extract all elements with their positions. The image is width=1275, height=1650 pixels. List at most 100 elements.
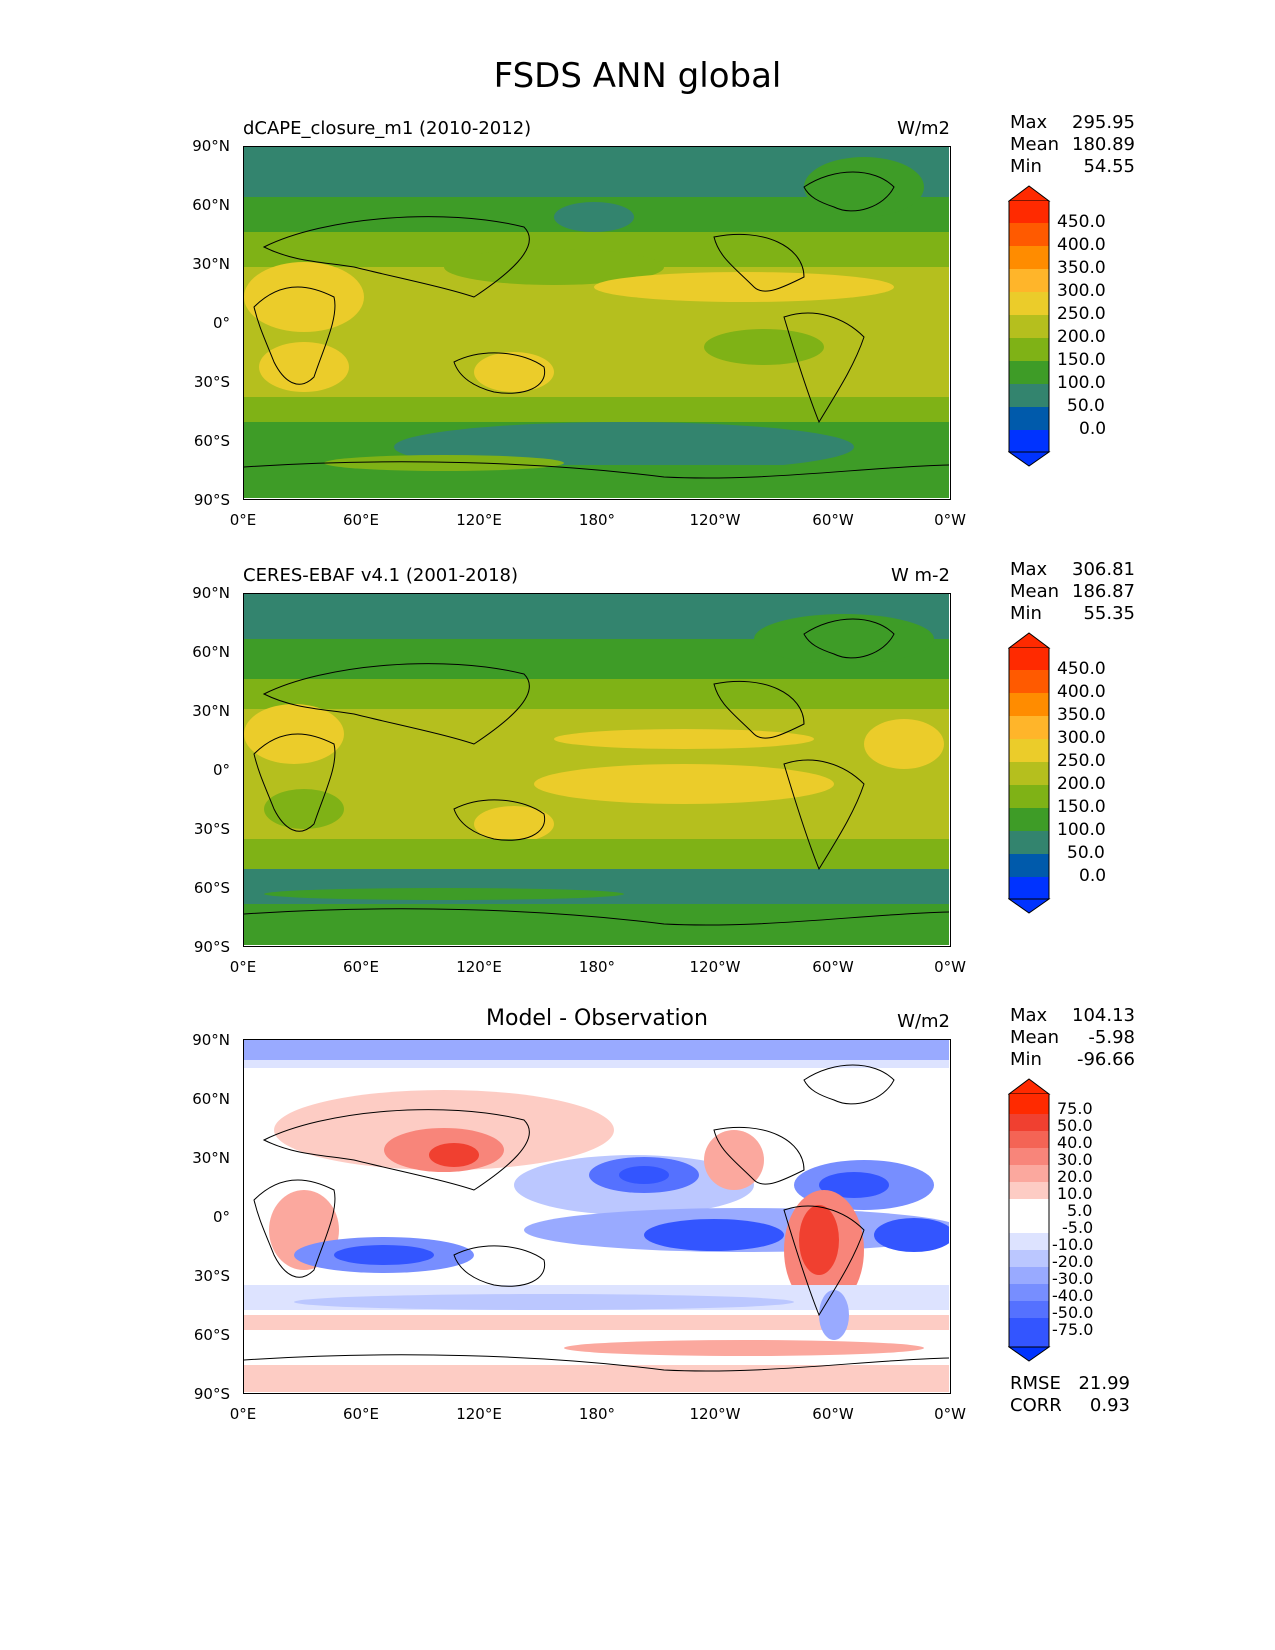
panel-3-ytick-60s: 60°S	[193, 1326, 230, 1344]
panel-3-colorbar-label: -30.0	[1052, 1269, 1094, 1288]
panel-2-colorbar-label: 50.0	[1067, 843, 1105, 863]
figure-title: FSDS ANN global	[493, 56, 782, 96]
stat-value: 55.35	[1083, 603, 1135, 624]
panel-3-xtick-120w: 120°W	[689, 1405, 741, 1423]
stat-value: 306.81	[1072, 559, 1135, 580]
panel-3-colorbar-label: 10.0	[1057, 1184, 1093, 1203]
panel-1-xtick-0e: 0°E	[229, 511, 257, 529]
panel-1-colorbar-label: 450.0	[1057, 212, 1106, 232]
metric-label: CORR	[1010, 1395, 1062, 1416]
panel-3-ytick-30s: 30°S	[193, 1267, 230, 1285]
panel-2-map	[243, 593, 951, 947]
panel-3-ytick-30n: 30°N	[192, 1149, 230, 1167]
panel-2-ytick-60s: 60°S	[193, 879, 230, 897]
panel-2-colorbar	[1007, 632, 1052, 914]
stat-value: -5.98	[1088, 1027, 1135, 1048]
panel-2-colorbar-label: 100.0	[1057, 820, 1106, 840]
panel-1-xtick-120w: 120°W	[689, 511, 741, 529]
panel-1-xtick-60w: 60°W	[812, 511, 854, 529]
panel-2-ytick-60n: 60°N	[192, 643, 230, 661]
panel-3-map	[243, 1039, 951, 1394]
panel-3-xtick-0e: 0°E	[229, 1405, 257, 1423]
panel-3-metrics: RMSE 21.99 CORR 0.93	[1010, 1373, 1130, 1417]
panel-2-ytick-90n: 90°N	[192, 584, 230, 602]
metric-value: 21.99	[1078, 1373, 1130, 1394]
stat-label: Min	[1010, 603, 1042, 624]
stat-label: Mean	[1010, 1027, 1060, 1048]
panel-2-colorbar-label: 250.0	[1057, 751, 1106, 771]
panel-2-xtick-60w: 60°W	[812, 958, 854, 976]
panel-2-xtick-0w: 0°W	[934, 958, 966, 976]
stat-label: Max	[1010, 559, 1048, 580]
panel-3-title: Model - Observation	[486, 1006, 708, 1031]
panel-1-ytick-0: 0°	[212, 314, 230, 332]
panel-1-xtick-120e: 120°E	[456, 511, 502, 529]
stat-label: Min	[1010, 156, 1042, 177]
panel-1-xtick-0w: 0°W	[934, 511, 966, 529]
panel-2-xtick-120w: 120°W	[689, 958, 741, 976]
panel-2-colorbar-label: 0.0	[1079, 866, 1107, 886]
stat-value: 104.13	[1072, 1005, 1135, 1026]
panel-2-colorbar-label: 150.0	[1057, 797, 1106, 817]
stat-label: Max	[1010, 1005, 1048, 1026]
panel-3-colorbar	[1007, 1078, 1052, 1362]
panel-3-xtick-120e: 120°E	[456, 1405, 502, 1423]
panel-1-units: W/m2	[897, 118, 950, 139]
stat-label: Mean	[1010, 134, 1060, 155]
panel-1-colorbar-label: 400.0	[1057, 235, 1106, 255]
panel-1-ytick-90n: 90°N	[192, 137, 230, 155]
panel-1-colorbar-label: 200.0	[1057, 327, 1106, 347]
panel-3-colorbar-label: 50.0	[1057, 1116, 1093, 1135]
panel-3-units: W/m2	[897, 1011, 950, 1032]
panel-2-colorbar-label: 400.0	[1057, 682, 1106, 702]
panel-2-ytick-30s: 30°S	[193, 820, 230, 838]
panel-1-ytick-30n: 30°N	[192, 255, 230, 273]
panel-3-ytick-0: 0°	[212, 1208, 230, 1226]
panel-3-colorbar-label: -20.0	[1052, 1252, 1094, 1271]
panel-1-colorbar-label: 350.0	[1057, 258, 1106, 278]
panel-1-ytick-30s: 30°S	[193, 373, 230, 391]
panel-3-xtick-0w: 0°W	[934, 1405, 966, 1423]
panel-1-ytick-90s: 90°S	[193, 491, 230, 509]
panel-1-title: dCAPE_closure_m1 (2010-2012)	[243, 118, 532, 139]
panel-2-xtick-0e: 0°E	[229, 958, 257, 976]
panel-1-map	[243, 146, 951, 500]
panel-2-colorbar-label: 200.0	[1057, 774, 1106, 794]
stat-label: Mean	[1010, 581, 1060, 602]
panel-3-colorbar-label: -10.0	[1052, 1235, 1094, 1254]
panel-3-colorbar-label: 75.0	[1057, 1099, 1093, 1118]
panel-1-colorbar	[1007, 185, 1052, 467]
panel-1-stats: Max 295.95 Mean 180.89 Min 54.55	[1010, 112, 1135, 178]
panel-3-colorbar-label: 40.0	[1057, 1133, 1093, 1152]
stat-label: Max	[1010, 112, 1048, 133]
panel-3-colorbar-label: -50.0	[1052, 1303, 1094, 1322]
panel-1-colorbar-label: 50.0	[1067, 396, 1105, 416]
panel-2-ytick-0: 0°	[212, 761, 230, 779]
panel-1-colorbar-label: 0.0	[1079, 419, 1107, 439]
panel-3-xtick-180: 180°	[578, 1405, 616, 1423]
metric-label: RMSE	[1010, 1373, 1061, 1394]
panel-2-xtick-120e: 120°E	[456, 958, 502, 976]
stat-value: -96.66	[1076, 1049, 1135, 1070]
panel-3-xtick-60e: 60°E	[342, 1405, 380, 1423]
stat-value: 186.87	[1072, 581, 1135, 602]
panel-3-stats: Max 104.13 Mean -5.98 Min -96.66	[1010, 1005, 1135, 1071]
stat-value: 180.89	[1072, 134, 1135, 155]
panel-1-colorbar-label: 250.0	[1057, 304, 1106, 324]
panel-2-ytick-30n: 30°N	[192, 702, 230, 720]
panel-1-xtick-180: 180°	[578, 511, 616, 529]
panel-2-units: W m-2	[890, 565, 950, 586]
panel-2-title: CERES-EBAF v4.1 (2001-2018)	[243, 565, 519, 586]
panel-2-colorbar-label: 300.0	[1057, 728, 1106, 748]
panel-3-ytick-90s: 90°S	[193, 1385, 230, 1403]
panel-3-xtick-60w: 60°W	[812, 1405, 854, 1423]
panel-3-colorbar-label: -40.0	[1052, 1286, 1094, 1305]
panel-2-stats: Max 306.81 Mean 186.87 Min 55.35	[1010, 559, 1135, 625]
panel-3-colorbar-label: 30.0	[1057, 1150, 1093, 1169]
panel-2-colorbar-label: 450.0	[1057, 659, 1106, 679]
panel-3-ytick-60n: 60°N	[192, 1090, 230, 1108]
panel-2-ytick-90s: 90°S	[193, 938, 230, 956]
panel-3-colorbar-label: -75.0	[1052, 1320, 1094, 1339]
panel-2-xtick-60e: 60°E	[342, 958, 380, 976]
panel-2-xtick-180: 180°	[578, 958, 616, 976]
